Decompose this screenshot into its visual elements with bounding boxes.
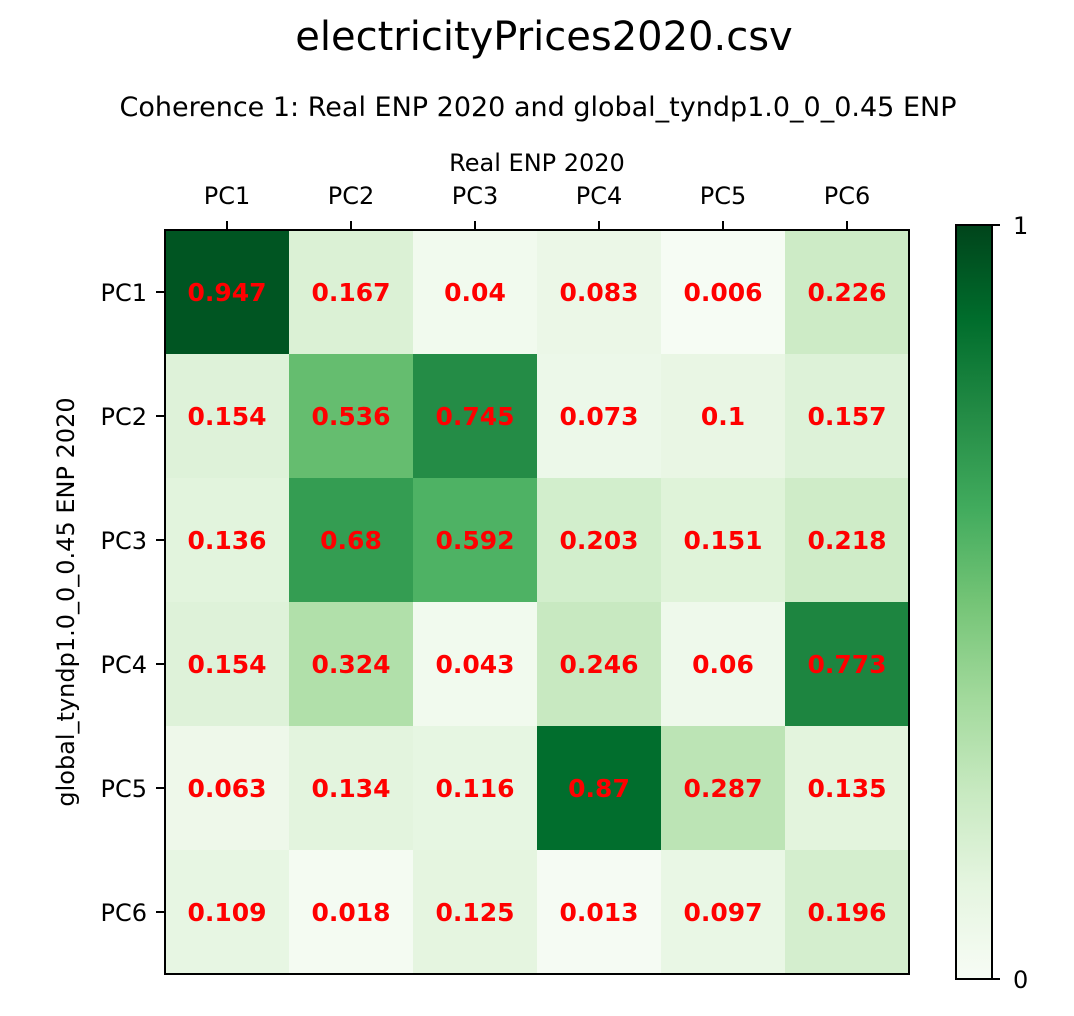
heatmap-cell-r1-c5: [661, 230, 786, 355]
heatmap-cell-r5-c3: [413, 726, 538, 851]
y-tick-label-3: PC3: [101, 527, 148, 555]
heatmap-cell-r3-c5: [661, 478, 786, 603]
heatmap-cell-r2-c6: [785, 354, 910, 479]
cell-value-label-r3-c3: 0.592: [435, 526, 514, 555]
heatmap-cell-r1-c2: [289, 230, 414, 355]
cell-value-label-r2-c4: 0.073: [559, 402, 638, 431]
cell-value-label-r1-c4: 0.083: [559, 278, 638, 307]
cell-value-label-r6-c5: 0.097: [683, 898, 762, 927]
cell-value-label-r5-c2: 0.134: [311, 774, 390, 803]
cell-value-label-r2-c5: 0.1: [701, 402, 745, 431]
heatmap-cell-r1-c6: [785, 230, 910, 355]
cell-value-label-r5-c4: 0.87: [568, 774, 630, 803]
heatmap-cell-r1-c3: [413, 230, 538, 355]
cell-value-label-r6-c2: 0.018: [311, 898, 390, 927]
cell-value-label-r4-c6: 0.773: [807, 650, 886, 679]
heatmap-cell-r2-c5: [661, 354, 786, 479]
cell-value-label-r5-c6: 0.135: [807, 774, 886, 803]
y-tick-label-1: PC1: [101, 279, 148, 307]
cell-value-labels: 0.947 0.167 0.04 0.083 0.006 0.226 0.154 0.536 0…: [187, 278, 886, 927]
cell-value-label-r6-c1: 0.109: [187, 898, 266, 927]
heatmap-cell-r6-c1: [165, 850, 290, 975]
cell-value-label-r3-c2: 0.68: [320, 526, 382, 555]
cell-value-label-r4-c4: 0.246: [559, 650, 638, 679]
heatmap-cell-r5-c2: [289, 726, 414, 851]
x-tick-label-1: PC1: [204, 182, 251, 210]
cell-value-label-r2-c3: 0.745: [435, 402, 514, 431]
cell-value-label-r2-c2: 0.536: [311, 402, 390, 431]
y-tick-label-6: PC6: [101, 899, 148, 927]
x-tick-label-5: PC5: [700, 182, 747, 210]
cell-value-label-r4-c3: 0.043: [435, 650, 514, 679]
cell-value-label-r3-c5: 0.151: [683, 526, 762, 555]
cell-value-label-r1-c2: 0.167: [311, 278, 390, 307]
heatmap-cell-r5-c1: [165, 726, 290, 851]
heatmap-cell-r1-c4: [537, 230, 662, 355]
x-axis-label: Real ENP 2020: [449, 149, 625, 177]
colorbar-tick-label-max: 1: [1013, 212, 1028, 240]
heatmap-cell-r6-c2: [289, 850, 414, 975]
cell-value-label-r3-c1: 0.136: [187, 526, 266, 555]
colorbar-tick-label-min: 0: [1013, 966, 1028, 994]
x-axis-ticks: PC1 PC2 PC3 PC4 PC5 PC6: [204, 182, 871, 230]
heatmap-cell-r4-c5: [661, 602, 786, 727]
cell-value-label-r6-c3: 0.125: [435, 898, 514, 927]
heatmap-cells: [165, 230, 910, 975]
heatmap-cell-r5-c4: [537, 726, 662, 851]
cell-value-label-r3-c4: 0.203: [559, 526, 638, 555]
heatmap-cell-r4-c3: [413, 602, 538, 727]
cell-value-label-r3-c6: 0.218: [807, 526, 886, 555]
cell-value-label-r1-c5: 0.006: [683, 278, 762, 307]
heatmap-cell-r3-c4: [537, 478, 662, 603]
heatmap-cell-r6-c4: [537, 850, 662, 975]
x-tick-label-2: PC2: [328, 182, 375, 210]
heatmap-cell-r4-c2: [289, 602, 414, 727]
cell-value-label-r2-c6: 0.157: [807, 402, 886, 431]
cell-value-label-r5-c5: 0.287: [683, 774, 762, 803]
heatmap-cell-r3-c1: [165, 478, 290, 603]
heatmap-cell-r6-c3: [413, 850, 538, 975]
cell-value-label-r2-c1: 0.154: [187, 402, 266, 431]
figure-suptitle: electricityPrices2020.csv: [295, 14, 793, 60]
heatmap-cell-r5-c6: [785, 726, 910, 851]
heatmap-cell-r5-c5: [661, 726, 786, 851]
y-tick-label-5: PC5: [101, 775, 148, 803]
cell-value-label-r4-c5: 0.06: [692, 650, 754, 679]
x-tick-label-6: PC6: [824, 182, 871, 210]
heatmap-cell-r3-c3: [413, 478, 538, 603]
cell-value-label-r4-c1: 0.154: [187, 650, 266, 679]
cell-value-label-r5-c3: 0.116: [435, 774, 514, 803]
heatmap-cell-r2-c3: [413, 354, 538, 479]
cell-value-label-r1-c1: 0.947: [187, 278, 266, 307]
cell-value-label-r1-c3: 0.04: [444, 278, 506, 307]
colorbar-gradient: [955, 224, 993, 980]
plot-frame: [164, 229, 910, 975]
heatmap-cell-r4-c1: [165, 602, 290, 727]
heatmap-cell-r2-c4: [537, 354, 662, 479]
heatmap-cell-r4-c6: [785, 602, 910, 727]
heatmap-cell-r2-c2: [289, 354, 414, 479]
heatmap-cell-r6-c5: [661, 850, 786, 975]
y-axis-label: global_tyndp1.0_0_0.45 ENP 2020: [52, 397, 80, 806]
cell-value-label-r6-c4: 0.013: [559, 898, 638, 927]
cell-value-label-r4-c2: 0.324: [311, 650, 390, 679]
chart-title: Coherence 1: Real ENP 2020 and global_ty…: [119, 92, 957, 123]
heatmap-cell-r3-c2: [289, 478, 414, 603]
x-tick-label-4: PC4: [576, 182, 623, 210]
y-axis-ticks: PC1 PC2 PC3 PC4 PC5 PC6: [101, 279, 165, 927]
cell-value-label-r1-c6: 0.226: [807, 278, 886, 307]
heatmap-cell-r6-c6: [785, 850, 910, 975]
y-tick-label-4: PC4: [101, 651, 148, 679]
heatmap-cell-r4-c4: [537, 602, 662, 727]
cell-value-label-r6-c6: 0.196: [807, 898, 886, 927]
heatmap-cell-r3-c6: [785, 478, 910, 603]
cell-value-label-r5-c1: 0.063: [187, 774, 266, 803]
x-tick-label-3: PC3: [452, 182, 499, 210]
colorbar: 1 0: [955, 212, 1028, 994]
heatmap-cell-r1-c1: [165, 230, 290, 355]
heatmap-cell-r2-c1: [165, 354, 290, 479]
y-tick-label-2: PC2: [101, 403, 148, 431]
